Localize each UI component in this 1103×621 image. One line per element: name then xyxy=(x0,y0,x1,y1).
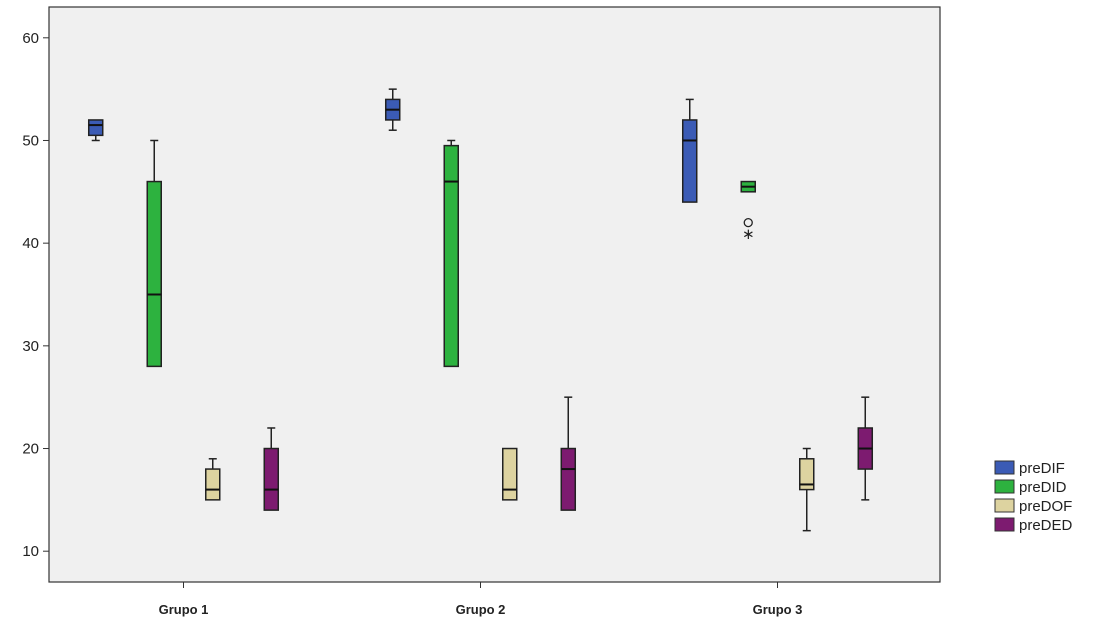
box-preDID-0 xyxy=(146,139,162,368)
x-tick-label: Grupo 3 xyxy=(753,602,803,617)
box-preDID-2: ∗ xyxy=(740,180,756,243)
legend: preDIF preDID preDOF preDED xyxy=(994,460,1073,534)
y-tick-label: 30 xyxy=(22,338,39,355)
legend-swatch-preDED xyxy=(994,517,1015,532)
legend-label-preDIF: preDIF xyxy=(1019,460,1065,477)
y-tick-label: 50 xyxy=(22,132,39,149)
x-axis: Grupo 1 Grupo 2 Grupo 3 xyxy=(159,582,803,617)
legend-swatch-preDID xyxy=(994,479,1015,494)
box-preDOF-2 xyxy=(799,447,815,532)
y-axis: 10 20 30 40 50 60 xyxy=(22,30,49,560)
box-preDOF-0 xyxy=(205,458,221,501)
box-body xyxy=(205,468,221,501)
y-tick-label: 10 xyxy=(22,543,39,560)
box-body xyxy=(87,119,104,137)
outlier-star: ∗ xyxy=(742,225,755,243)
box-preDED-1 xyxy=(560,396,577,511)
y-tick-label: 40 xyxy=(22,235,39,252)
box-body xyxy=(799,458,815,491)
box-preDID-1 xyxy=(443,139,459,368)
plot-area xyxy=(48,6,941,583)
box-preDED-0 xyxy=(263,427,280,511)
box-body xyxy=(443,144,459,368)
legend-label-preDED: preDED xyxy=(1019,517,1073,534)
box-preDIF-0 xyxy=(87,119,104,142)
x-tick-label: Grupo 2 xyxy=(456,602,506,617)
box-series-group: ∗ xyxy=(87,88,874,532)
box-body xyxy=(146,180,162,368)
y-tick-label: 60 xyxy=(22,30,39,47)
box-preDOF-1 xyxy=(502,447,518,501)
box-body xyxy=(560,447,577,511)
legend-label-preDID: preDID xyxy=(1019,479,1067,496)
box-body xyxy=(263,447,280,511)
box-preDIF-2 xyxy=(681,98,698,203)
box-body xyxy=(502,447,518,501)
y-tick-label: 20 xyxy=(22,441,39,458)
outlier-circle xyxy=(743,217,753,228)
box-preDED-2 xyxy=(857,396,874,501)
box-preDIF-1 xyxy=(384,88,401,131)
legend-swatch-preDIF xyxy=(994,460,1015,475)
legend-swatch-preDOF xyxy=(994,498,1015,513)
legend-label-preDOF: preDOF xyxy=(1019,498,1072,515)
x-tick-label: Grupo 1 xyxy=(159,602,209,617)
box-body xyxy=(681,119,698,203)
